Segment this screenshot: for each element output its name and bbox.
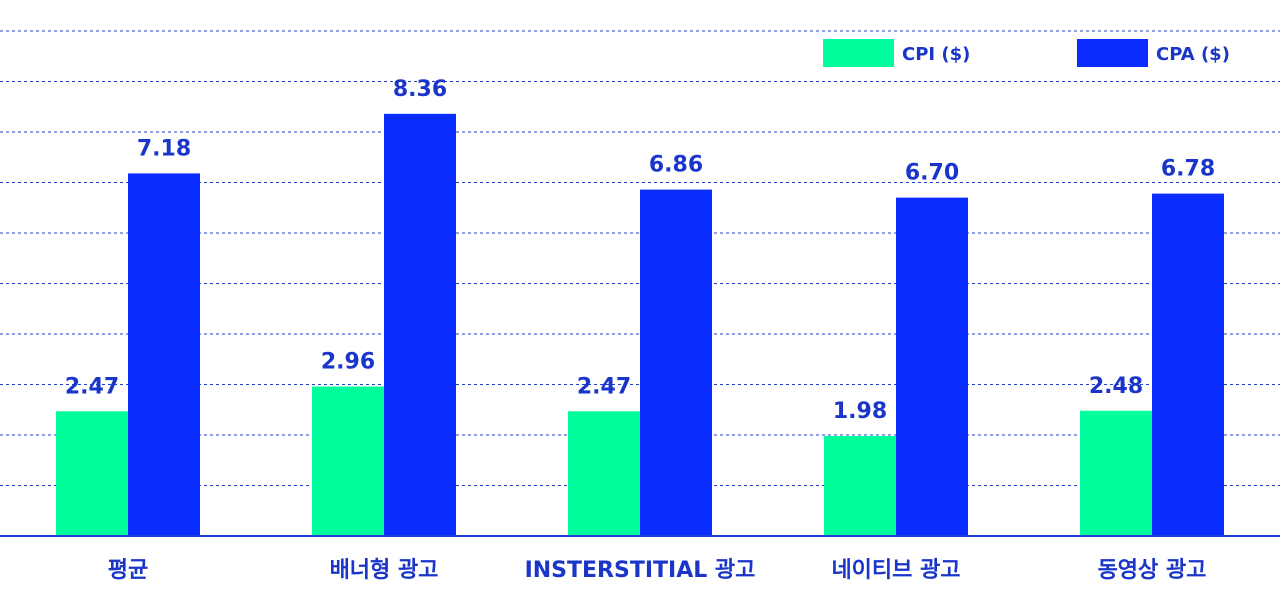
cpi-bar [56, 411, 128, 536]
bars [56, 113, 1224, 537]
cpi-bar [1080, 410, 1152, 536]
cpi-value-label: 2.96 [321, 350, 375, 375]
category-label: 동영상 광고 [1098, 558, 1207, 583]
cpa-bar [128, 173, 200, 536]
category-label: 네이티브 광고 [831, 558, 960, 583]
value-labels: 2.47 2.96 2.47 1.98 2.48 7.18 8.36 6.86 6.70 6.78 [65, 77, 1215, 424]
category-label: INSTERSTITIAL 광고 [525, 558, 756, 583]
cpi-bar [824, 436, 896, 536]
cpa-value-label: 6.86 [649, 153, 703, 178]
category-label: 평균 [108, 558, 148, 583]
cpa-value-label: 6.70 [905, 161, 959, 186]
cpa-value-label: 8.36 [393, 77, 447, 102]
cpi-value-label: 2.48 [1089, 374, 1143, 399]
cpi-value-label: 2.47 [65, 374, 119, 399]
cpa-legend-swatch [1077, 39, 1148, 67]
legend: CPI ($) CPA ($) [823, 39, 1230, 67]
cpi-bar [568, 411, 640, 536]
category-labels: 평균 배너형 광고 INSTERSTITIAL 광고 네이티브 광고 동영상 광고 [108, 558, 1207, 583]
cpi-value-label: 1.98 [833, 399, 887, 424]
cpa-bar [384, 113, 456, 536]
cpi-legend-swatch [823, 39, 894, 67]
category-label: 배너형 광고 [330, 558, 439, 583]
cpa-bar [896, 197, 968, 536]
cpa-value-label: 7.18 [137, 136, 191, 161]
cpa-value-label: 6.78 [1161, 157, 1215, 182]
cpa-bar [1152, 193, 1224, 537]
cpa-bar [640, 189, 712, 536]
cpa-legend-label: CPA ($) [1156, 44, 1230, 65]
cpi-legend-label: CPI ($) [902, 44, 970, 65]
cpi-value-label: 2.47 [577, 374, 631, 399]
cpi-bar [312, 386, 384, 536]
